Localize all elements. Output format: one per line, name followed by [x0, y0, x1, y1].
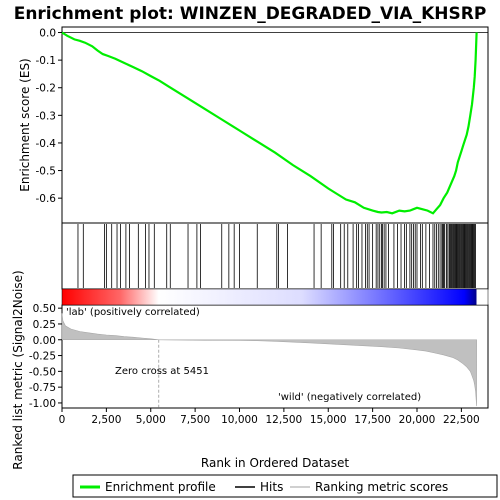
- x-axis-label: Rank in Ordered Dataset: [201, 456, 349, 470]
- rank-bar: [62, 289, 488, 305]
- x-tick-label: 20,000: [399, 414, 436, 426]
- x-tick-label: 5,000: [136, 414, 166, 426]
- es-tick-label: -0.6: [36, 193, 57, 205]
- zero-cross-label: Zero cross at 5451: [115, 366, 209, 377]
- metric-tick-label: 0.00: [33, 335, 56, 347]
- metric-axis-label: Ranked list metric (Signal2Noise): [11, 270, 25, 469]
- es-panel: [62, 27, 488, 223]
- es-tick-label: -0.1: [36, 55, 57, 67]
- es-tick-label: -0.4: [36, 138, 57, 150]
- x-tick-label: 12,500: [266, 414, 303, 426]
- metric-panel: [62, 305, 488, 408]
- es-axis-label: Enrichment score (ES): [18, 58, 32, 191]
- metric-tick-label: -0.50: [29, 366, 56, 378]
- es-tick-label: -0.2: [36, 83, 57, 95]
- es-tick-label: 0.0: [39, 28, 56, 40]
- x-tick-label: 7,500: [180, 414, 210, 426]
- metric-tick-label: 0.25: [33, 319, 56, 331]
- x-tick-label: 0: [59, 414, 66, 426]
- es-tick-label: -0.5: [36, 166, 57, 178]
- positive-label: 'lab' (positively correlated): [66, 307, 200, 318]
- metric-tick-label: 0.50: [33, 303, 56, 315]
- chart-title: Enrichment plot: WINZEN_DEGRADED_VIA_KHS…: [14, 4, 487, 24]
- metric-tick-label: -0.75: [29, 382, 56, 394]
- legend-label-hits: Hits: [260, 480, 283, 494]
- x-tick-label: 15,000: [310, 414, 347, 426]
- legend-label-enrichment: Enrichment profile: [105, 480, 216, 494]
- metric-tick-label: -0.25: [29, 351, 56, 363]
- metric-tick-label: -1.00: [29, 398, 56, 410]
- legend-label-metric: Ranking metric scores: [315, 480, 448, 494]
- x-tick-label: 17,500: [354, 414, 391, 426]
- rank-color-bar: [62, 289, 488, 305]
- es-tick-label: -0.3: [36, 110, 57, 122]
- x-tick-label: 2,500: [91, 414, 121, 426]
- x-tick-label: 22,500: [443, 414, 480, 426]
- x-tick-label: 10,000: [221, 414, 258, 426]
- negative-label: 'wild' (negatively correlated): [278, 392, 421, 403]
